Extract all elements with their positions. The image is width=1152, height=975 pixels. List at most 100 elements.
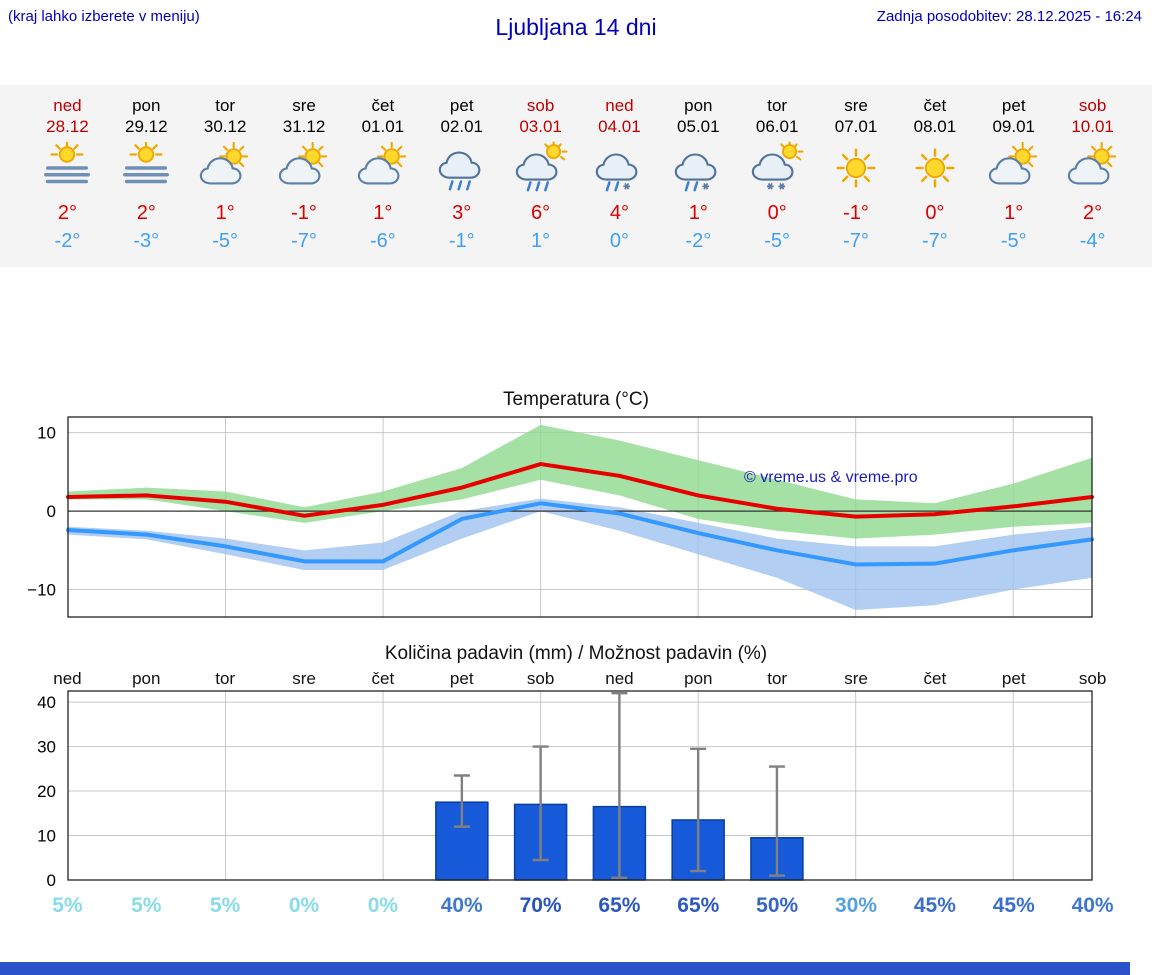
day-column: pon 05.01 1° -2° [659, 95, 738, 253]
temperature-chart: 10 0 −10 [27, 416, 1094, 618]
day-date: 02.01 [440, 117, 483, 136]
day-temp-max: 6° [531, 202, 551, 224]
day-column: sob 03.01 6° 1° [501, 95, 580, 253]
day-temp-min: -2° [685, 230, 712, 252]
day-temp-min: -2° [54, 230, 81, 252]
percent-label: 30% [835, 894, 878, 917]
axis-day-label: pet [449, 669, 474, 688]
axis-day-label: ned [605, 669, 634, 688]
svg-text:0: 0 [47, 871, 56, 886]
day-name: tor [767, 96, 788, 115]
day-date: 06.01 [755, 117, 799, 136]
day-temp-min: -4° [1079, 230, 1106, 252]
percent-row: 5% 5% 5% 0% 0% 40% 70% 65% 65% 50% 30% 45% 45% 40% [0, 894, 1152, 918]
day-column: sob 10.01 2° -4° [1053, 95, 1132, 253]
percent-label: 45% [913, 894, 956, 917]
day-temp-min: -7° [291, 230, 317, 252]
axis-day-label: tor [767, 669, 788, 688]
precipitation-chart: 0 10 20 30 40 [37, 690, 1093, 886]
day-column: ned 28.12 2° -2° [28, 95, 107, 253]
page-title: Ljubljana 14 dni [495, 14, 657, 40]
day-column: tor 30.12 1° -5° [186, 95, 265, 253]
axis-day-label: čet [371, 669, 395, 688]
day-name: tor [215, 96, 236, 115]
percent-label: 0% [288, 894, 320, 917]
sun-icon [902, 141, 968, 195]
day-date: 01.01 [361, 117, 405, 136]
day-date: 30.12 [203, 117, 247, 136]
percent-label: 5% [209, 894, 241, 917]
day-name: sob [1078, 96, 1107, 115]
day-temp-max: -1° [843, 202, 869, 224]
day-temp-min: -7° [921, 230, 948, 252]
menu-hint-note: (kraj lahko izberete v meniju) [8, 8, 200, 25]
partly-cloudy-icon [981, 141, 1047, 195]
partly-cloudy-icon [271, 141, 337, 195]
day-temp-max: 0° [925, 202, 945, 224]
svg-text:30: 30 [37, 738, 56, 757]
day-column: čet 01.01 1° -6° [343, 95, 422, 253]
watermark-link[interactable]: © vreme.us & vreme.pro [744, 469, 918, 486]
day-column: pet 09.01 1° -5° [974, 95, 1053, 253]
day-name: čet [923, 96, 947, 115]
day-temp-max: 2° [1083, 202, 1103, 224]
precipitation-section: Količina padavin (mm) / Možnost padavin … [0, 643, 1152, 918]
svg-text:40: 40 [37, 693, 56, 712]
day-temp-min: -6° [369, 230, 396, 252]
days-strip: ned 28.12 2° -2° pon 29.12 2° -3° tor 30… [0, 85, 1152, 267]
day-temp-min: -5° [212, 230, 239, 252]
day-temp-max: 2° [136, 202, 156, 224]
sleet-icon [665, 141, 731, 195]
day-temp-max: 1° [1004, 202, 1024, 224]
day-temp-max: 0° [767, 202, 787, 224]
temperature-chart-wrap: 10 0 −10 © vreme.us & vreme.pro [0, 415, 1152, 621]
day-name: sre [844, 96, 868, 115]
day-name: pon [684, 96, 713, 115]
day-date: 31.12 [282, 117, 326, 136]
percent-label: 40% [440, 894, 483, 917]
day-date: 28.12 [46, 117, 89, 136]
day-name: čet [371, 96, 395, 115]
day-temp-min: -3° [133, 230, 160, 252]
day-date: 07.01 [834, 117, 878, 136]
axis-day-label: pon [684, 669, 713, 688]
axis-day-label: sre [844, 669, 868, 688]
svg-text:10: 10 [37, 424, 56, 443]
percent-label: 5% [131, 894, 162, 917]
day-date: 04.01 [598, 117, 641, 136]
last-updated: Zadnja posodobitev: 28.12.2025 - 16:24 [876, 8, 1142, 25]
day-temp-min: 1° [531, 230, 551, 252]
day-temp-min: -5° [764, 230, 791, 252]
day-temp-max: -1° [291, 202, 317, 224]
axis-day-label: pet [1001, 669, 1026, 688]
day-column: tor 06.01 0° -5° [738, 95, 817, 253]
day-column: čet 08.01 0° -7° [895, 95, 974, 253]
percent-label: 45% [992, 894, 1035, 917]
percent-label: 65% [677, 894, 720, 917]
day-column: ned 04.01 4° 0° [580, 95, 659, 253]
day-temp-max: 3° [452, 202, 472, 224]
axis-day-label: sob [526, 669, 555, 688]
day-date: 10.01 [1071, 117, 1114, 136]
day-name: pon [132, 96, 161, 115]
percent-label: 50% [756, 894, 799, 917]
axis-day-label: sre [292, 669, 316, 688]
sun-fog-icon [34, 141, 100, 195]
sun-icon [823, 141, 889, 195]
day-column: pon 29.12 2° -3° [107, 95, 186, 253]
svg-text:20: 20 [37, 782, 56, 801]
day-column: sre 07.01 -1° -7° [817, 95, 896, 253]
precipitation-chart-title: Količina padavin (mm) / Možnost padavin … [384, 643, 768, 664]
axis-day-label: ned [53, 669, 82, 688]
day-date: 03.01 [519, 117, 562, 136]
partly-cloudy-icon [1060, 141, 1126, 195]
bottom-bar [0, 962, 1130, 975]
axis-day-label: pon [132, 669, 161, 688]
percent-label: 70% [519, 894, 562, 917]
partly-cloudy-icon [192, 141, 258, 195]
day-date: 29.12 [125, 117, 168, 136]
day-name: sre [292, 96, 316, 115]
axis-day-label: tor [215, 669, 236, 688]
day-temp-max: 1° [215, 202, 235, 224]
axis-day-label: sob [1078, 669, 1107, 688]
